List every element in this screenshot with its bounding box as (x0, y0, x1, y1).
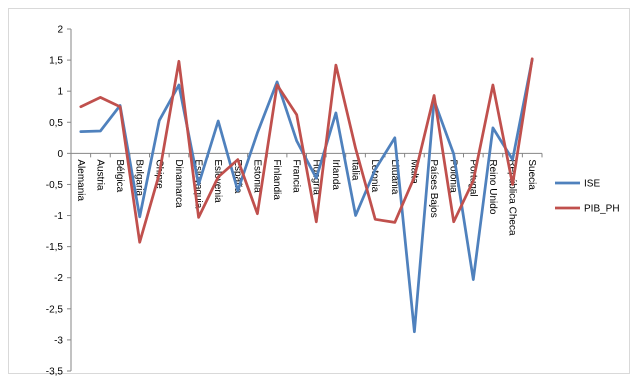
y-tick-label: 0 (57, 149, 63, 160)
x-tick-label: Irlanda (330, 159, 341, 190)
x-tick-label: Francia (291, 159, 302, 193)
x-tick-label: España (232, 159, 243, 193)
x-tick-label: Bulgaria (134, 159, 145, 196)
x-tick-label: Italia (350, 159, 361, 181)
y-tick-label: -3 (54, 335, 63, 346)
x-tick-label: Finlandia (271, 159, 282, 200)
y-axis: 2 1,5 1 0,5 0 -0,5 -1 -1,5 -2 -2,5 -3 -3,5 (46, 25, 72, 378)
series-lines (79, 57, 534, 334)
y-tick-label: 1 (57, 87, 63, 98)
y-tick-label: -1 (54, 211, 63, 222)
y-tick-label: 2 (57, 25, 63, 36)
y-tick-label: 0,5 (49, 118, 63, 129)
x-tick-label: Austria (94, 159, 105, 191)
series-line-ise (79, 58, 534, 334)
legend-label: ISE (584, 179, 600, 190)
y-tick-label: -2,5 (46, 304, 64, 315)
x-tick-label: Dinamarca (173, 159, 184, 208)
y-tick-label: -1,5 (46, 242, 64, 253)
legend: ISE PIB_PH (555, 179, 620, 215)
x-tick-label: Letonia (369, 159, 380, 192)
y-tick-label: -0,5 (46, 180, 64, 191)
legend-label: PIB_PH (584, 204, 620, 215)
y-tick-label: -2 (54, 273, 63, 284)
x-tick-label: Alemania (75, 159, 86, 201)
y-tick-label: 1,5 (49, 56, 63, 67)
x-tick-label: República Checa (507, 159, 518, 236)
x-tick-label: Malta (408, 159, 419, 184)
series-line-pib-ph (79, 57, 534, 244)
x-tick-label: Eslovenia (212, 159, 223, 203)
x-tick-label: Países Bajos (428, 159, 439, 217)
x-tick-label: Suecia (526, 159, 537, 190)
x-tick-label: Lituania (389, 159, 400, 194)
x-tick-label: Reino Unido (487, 159, 498, 214)
x-tick-label: Estonia (251, 159, 262, 193)
y-tick-label: -3,5 (46, 367, 64, 378)
x-tick-label: Bélgica (114, 159, 125, 192)
x-tick-label: Polonia (448, 159, 459, 193)
